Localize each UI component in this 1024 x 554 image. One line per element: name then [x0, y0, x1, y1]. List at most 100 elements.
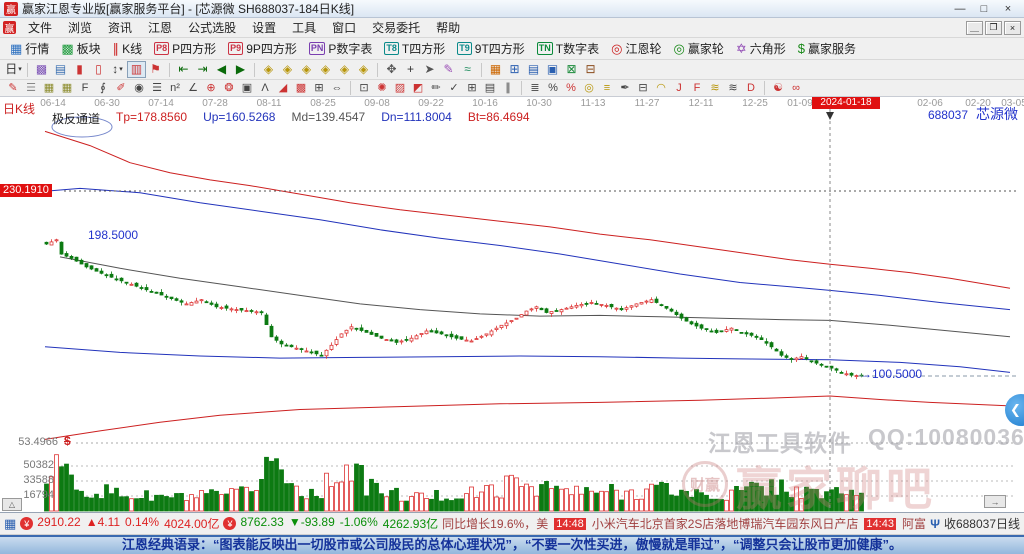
menu-item-file[interactable]: 文件 [28, 21, 53, 35]
child-minimize-button[interactable]: ＿ [966, 20, 983, 35]
fill-box-tool[interactable]: ◩ [409, 81, 427, 95]
szse-index-quote[interactable]: 8762.33 ▼-93.89 -1.06% 4262.93亿 [240, 515, 439, 531]
curve-tool[interactable]: ≈ [458, 61, 477, 78]
kline-button[interactable]: ∥ K线 [107, 39, 149, 58]
percent-tool[interactable]: % [544, 81, 562, 95]
last-bar-button[interactable]: ⇥ [193, 61, 212, 78]
child-close-button[interactable]: × [1004, 20, 1021, 35]
child-window-icon[interactable]: 赢 [3, 21, 16, 35]
sectors-button[interactable]: ▩ 板块 [55, 39, 106, 58]
first-bar-button[interactable]: ⇤ [174, 61, 193, 78]
percent-line-tool[interactable]: % [562, 81, 580, 95]
wave-tool[interactable]: Λ [256, 81, 274, 95]
close-button[interactable]: × [1004, 2, 1012, 15]
menu-item-tools[interactable]: 工具 [292, 21, 317, 35]
pointer-tool[interactable]: ➤ [420, 61, 439, 78]
spiral-tool[interactable]: ∮ [94, 81, 112, 95]
winner-service-button[interactable]: $ 赢家服务 [792, 39, 862, 58]
candlestick-canvas[interactable] [0, 97, 1024, 512]
candle-style-down-icon[interactable]: ▯ [89, 61, 108, 78]
extend-tool[interactable]: ⇔ [328, 81, 346, 95]
menu-item-browse[interactable]: 浏览 [68, 21, 93, 35]
hatch-lines-tool[interactable]: ☰ [22, 81, 40, 95]
circle-cross-tool[interactable]: ⊕ [202, 81, 220, 95]
t9-square-button[interactable]: T9 9T四方形 [451, 39, 531, 58]
ruler-tool[interactable]: ☰ [148, 81, 166, 95]
quote-board-icon[interactable]: ▦ [4, 515, 17, 531]
f-line-tool[interactable]: F [688, 81, 706, 95]
price-ladder-tool[interactable]: ≣ [526, 81, 544, 95]
n-square-tool[interactable]: n² [166, 81, 184, 95]
menu-item-trade-order[interactable]: 交易委托 [372, 21, 421, 35]
scroll-right-button[interactable]: → [984, 495, 1006, 508]
gold-line-tool[interactable]: ≡ [598, 81, 616, 95]
speed-line-tool[interactable]: ≋ [706, 81, 724, 95]
p-square-button[interactable]: P8 P四方形 [148, 39, 222, 58]
ink-pen-tool[interactable]: ✒ [616, 81, 634, 95]
gann-square9-tool[interactable]: ▦ [58, 81, 76, 95]
table-grid-tool[interactable]: ⊞ [463, 81, 481, 95]
expand-panel-button[interactable]: △ [2, 498, 22, 511]
cycle-circle-tool[interactable]: ◉ [130, 81, 148, 95]
window-mark-tool[interactable]: ⊡ [355, 81, 373, 95]
nav-back-floating-button[interactable]: ❮ [1005, 394, 1024, 426]
menu-item-window[interactable]: 窗口 [332, 21, 357, 35]
szse-index-icon[interactable]: ¥ [223, 517, 237, 530]
calculator-icon[interactable]: ⊞ [505, 61, 524, 78]
t-square-button[interactable]: T8 T四方形 [378, 39, 451, 58]
next-bar-button[interactable]: ▶ [231, 61, 250, 78]
zoom-all-button[interactable]: ◈ [354, 61, 373, 78]
gold-circle-tool[interactable]: ◎ [580, 81, 598, 95]
data-export-icon[interactable]: ⊠ [562, 61, 581, 78]
prev-bar-button[interactable]: ◀ [212, 61, 231, 78]
p-number-table-button[interactable]: PN P数字表 [303, 39, 379, 58]
gann-fan-tool[interactable]: ◢ [274, 81, 292, 95]
crosshair-tool[interactable]: + [401, 61, 420, 78]
period-day-button[interactable]: 日 ▾ [4, 61, 23, 78]
zigzag-tool[interactable]: ✓ [445, 81, 463, 95]
step-line-tool[interactable]: ≋ [724, 81, 742, 95]
zoom-compress-h-button[interactable]: ◈ [259, 61, 278, 78]
t-number-table-button[interactable]: TN T数字表 [531, 39, 605, 58]
minimize-button[interactable]: — [954, 2, 966, 15]
chart-area[interactable]: 06-14 06-30 07-14 07-28 08-11 08-25 09-08 09-22… [0, 97, 1024, 513]
menu-item-gann[interactable]: 江恩 [148, 21, 173, 35]
news-ticker[interactable]: 同比增长19.6%，美 14:48 小米汽车北京首家2S店落地博瑞汽车园东风日产店 1… [442, 515, 926, 532]
sun-cycle-tool[interactable]: ❂ [220, 81, 238, 95]
pencil-tool[interactable]: ✏ [427, 81, 445, 95]
p9-square-button[interactable]: P9 9P四方形 [222, 39, 303, 58]
pattern-window-icon[interactable]: ▩ [32, 61, 51, 78]
menu-item-help[interactable]: 帮助 [436, 21, 461, 35]
menu-item-news[interactable]: 资讯 [108, 21, 133, 35]
quote-board-icon[interactable]: ▤ [524, 61, 543, 78]
gold-arc-tool[interactable]: ◠ [652, 81, 670, 95]
box-mark-tool[interactable]: ▣ [238, 81, 256, 95]
zoom-expand-h-button[interactable]: ◈ [278, 61, 297, 78]
gann-wheel-button[interactable]: ◎ 江恩轮 [605, 39, 667, 58]
parallel-tool[interactable]: ∥ [499, 81, 517, 95]
hand-pan-tool[interactable]: ✥ [382, 61, 401, 78]
pen-tool[interactable]: ✎ [4, 81, 22, 95]
zoom-fit-button[interactable]: ◈ [335, 61, 354, 78]
marker-tool[interactable]: ✐ [112, 81, 130, 95]
panel-box-tool[interactable]: ▤ [481, 81, 499, 95]
kline-mode-button[interactable]: ▥ [127, 61, 146, 78]
child-restore-button[interactable]: ❐ [985, 20, 1002, 35]
j-line-tool[interactable]: J [670, 81, 688, 95]
sse-index-quote[interactable]: 2910.22 ▲4.11 0.14% 4024.00亿 [37, 515, 220, 531]
winner-wheel-button[interactable]: ◎ 赢家轮 [668, 39, 730, 58]
candle-style-up-icon[interactable]: ▮ [70, 61, 89, 78]
quotes-button[interactable]: ▦ 行情 [4, 39, 55, 58]
gann-box-tool[interactable]: ▩ [292, 81, 310, 95]
angle-tool[interactable]: ∠ [184, 81, 202, 95]
menu-item-settings[interactable]: 设置 [252, 21, 277, 35]
calendar-icon[interactable]: ▦ [486, 61, 505, 78]
sse-index-icon[interactable]: ¥ [20, 517, 34, 530]
ladder-tool[interactable]: ⊟ [634, 81, 652, 95]
zoom-expand-v-button[interactable]: ◈ [316, 61, 335, 78]
annotate-tool[interactable]: ✎ [439, 61, 458, 78]
data-import-icon[interactable]: ⊟ [581, 61, 600, 78]
zoom-compress-v-button[interactable]: ◈ [297, 61, 316, 78]
flag-marker-icon[interactable]: ⚑ [146, 61, 165, 78]
menu-item-formula-stock-pick[interactable]: 公式选股 [188, 21, 237, 35]
